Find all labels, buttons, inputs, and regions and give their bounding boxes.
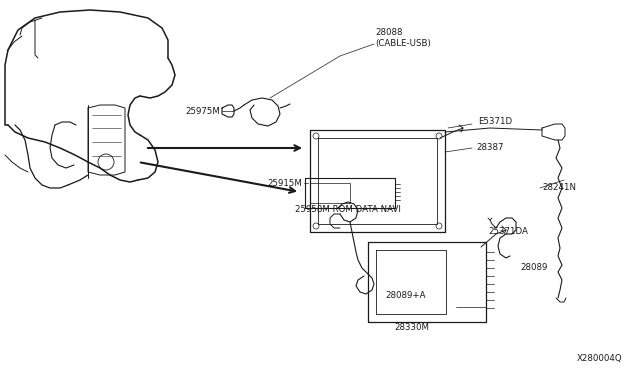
Text: 28089: 28089 <box>520 263 547 273</box>
Text: 25915M: 25915M <box>267 179 302 187</box>
Text: 28088
(CABLE-USB): 28088 (CABLE-USB) <box>375 28 431 48</box>
Text: 28387: 28387 <box>476 144 504 153</box>
Text: 28089+A: 28089+A <box>385 292 426 301</box>
Text: 28330M: 28330M <box>394 324 429 333</box>
Text: 28241N: 28241N <box>542 183 576 192</box>
Text: X280004Q: X280004Q <box>577 353 622 362</box>
Text: 25975M: 25975M <box>185 108 220 116</box>
Text: 25958M ROM DATA NAVI: 25958M ROM DATA NAVI <box>295 205 401 215</box>
Text: 25371DA: 25371DA <box>488 228 528 237</box>
Text: E5371D: E5371D <box>478 118 512 126</box>
